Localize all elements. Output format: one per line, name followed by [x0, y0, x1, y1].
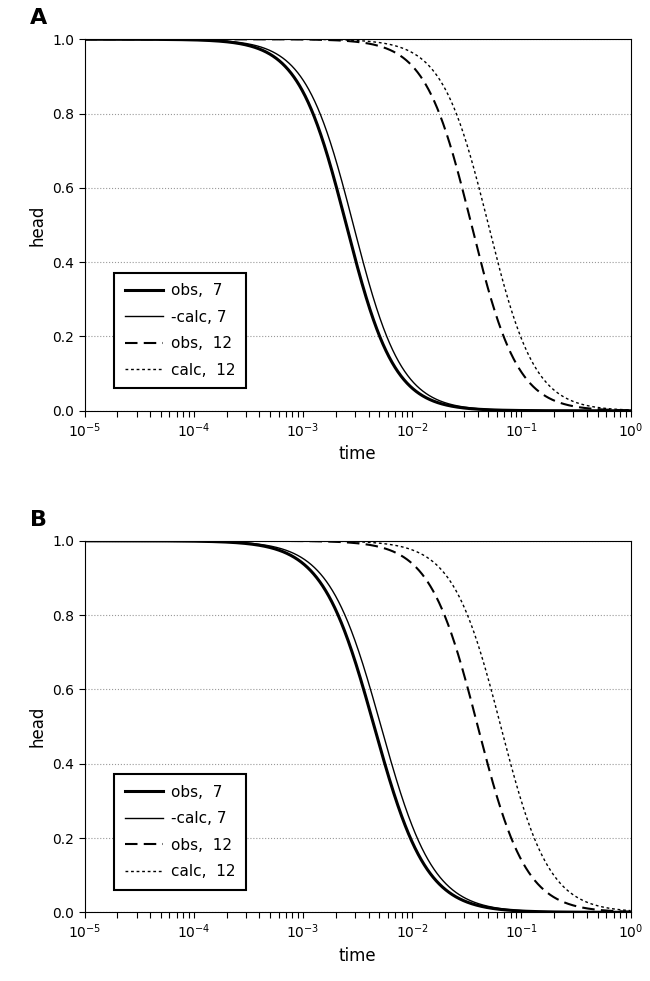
Legend: obs,  7, -calc, 7, obs,  12, calc,  12: obs, 7, -calc, 7, obs, 12, calc, 12 [114, 273, 246, 388]
X-axis label: time: time [339, 947, 376, 965]
Text: B: B [30, 510, 47, 530]
Legend: obs,  7, -calc, 7, obs,  12, calc,  12: obs, 7, -calc, 7, obs, 12, calc, 12 [114, 774, 246, 890]
Y-axis label: head: head [29, 706, 47, 748]
Y-axis label: head: head [29, 204, 47, 245]
Text: A: A [30, 8, 47, 28]
X-axis label: time: time [339, 445, 376, 463]
